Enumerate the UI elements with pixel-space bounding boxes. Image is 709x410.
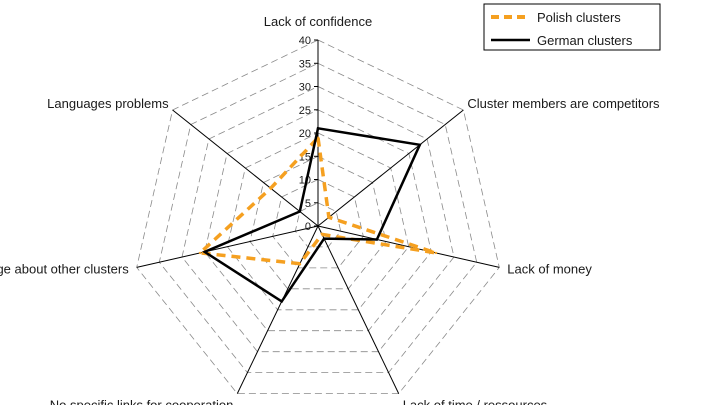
axis-label: No specific links for cooperation [50,398,234,405]
grid-layer [136,39,500,395]
grid-ring [249,155,387,290]
axis-spoke [317,109,464,227]
grid-ring [272,179,364,269]
data-point [322,237,326,240]
data-point [298,210,301,213]
data-point [434,251,438,255]
grid-ring [181,86,455,353]
data-point [298,262,301,265]
legend-label-german: German clusters [537,33,633,48]
legend-box [483,3,661,51]
data-point [320,233,324,236]
axis-label: Languages problems [47,96,169,111]
data-point [198,251,202,255]
series-line-german [202,126,422,304]
data-point [316,136,320,139]
data-point [418,143,421,146]
data-point [316,127,320,130]
grid-ring [204,109,432,332]
tick-label: 35 [299,58,311,70]
grid-ring [226,132,410,311]
tick-label: 40 [299,35,311,47]
data-point [327,216,331,219]
axis-spoke [317,225,500,268]
axis-label: Little knowledge about other clusters [0,261,129,276]
tick-label: 30 [299,82,311,94]
legend-label-polish: Polish clusters [537,10,621,25]
data-point [280,300,283,303]
tick-label: 25 [299,105,311,117]
data-point [269,187,272,190]
data-point [203,250,206,254]
tick-label: 20 [299,128,311,140]
tick-label: 5 [305,198,311,210]
axis-spoke [172,109,319,227]
series-line-polish [196,133,437,266]
axis-label: Cluster members are competitors [467,96,660,111]
legend: Polish clusters German clusters [483,3,661,51]
axis-label-layer: Lack of confidence Cluster members are co… [0,14,660,410]
axis-label: Lack of money [507,261,592,276]
series-layer [196,126,438,304]
axis-label: Lack of time / ressources [403,398,548,405]
axis-spoke [317,225,400,394]
axis-label: Lack of confidence [264,14,372,29]
data-point [375,238,379,241]
tick-label: 0 [305,221,311,233]
grid-ring [136,39,500,395]
axis-spoke [136,225,319,268]
axis-spoke [236,225,319,394]
